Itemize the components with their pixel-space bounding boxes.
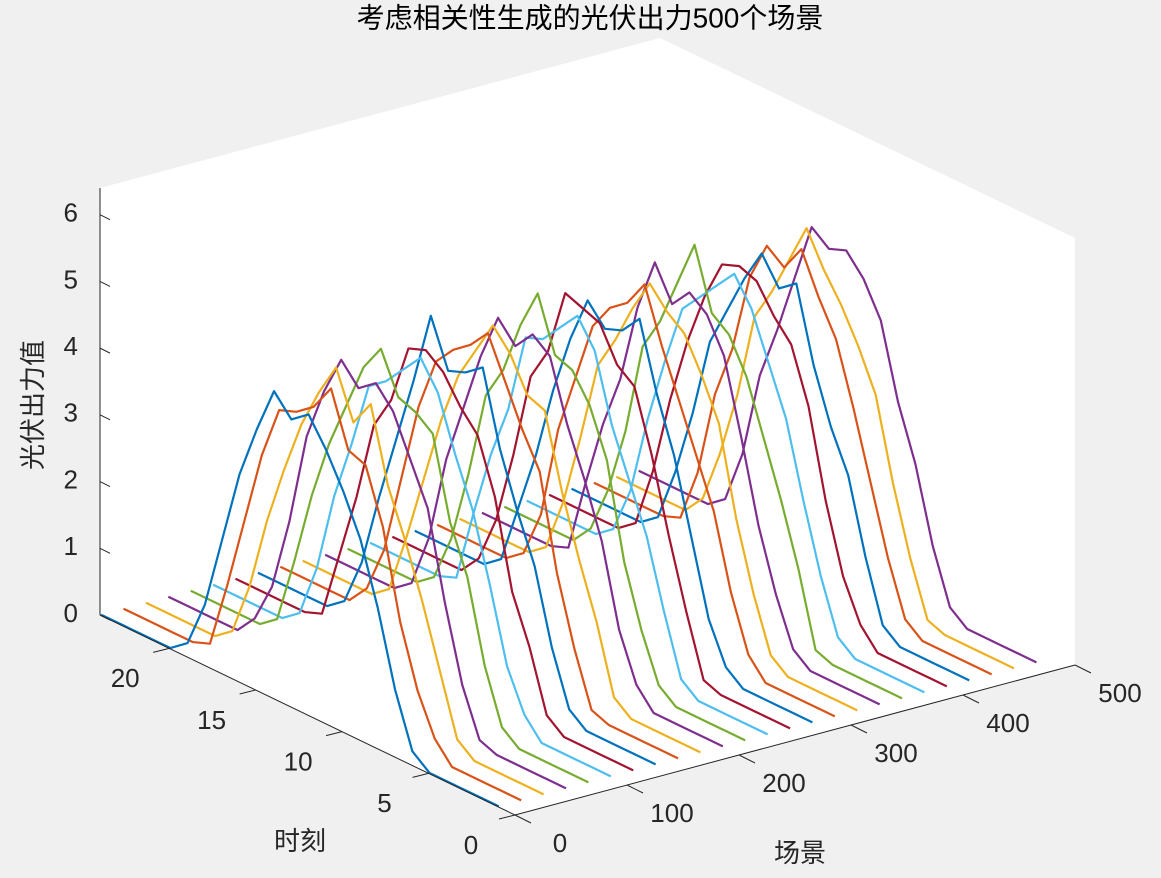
y-tick	[412, 772, 429, 778]
z-tick	[99, 280, 111, 287]
y-tick	[498, 814, 516, 820]
x-tick-label: 0	[553, 828, 567, 858]
z-axis-label: 光伏出力值	[18, 340, 48, 470]
z-tick-label: 0	[64, 598, 78, 628]
scenario-line	[526, 272, 925, 694]
y-tick-label: 20	[111, 663, 140, 693]
y-axis-label: 时刻	[274, 826, 326, 856]
z-tick-label: 5	[64, 264, 78, 294]
y-tick-label: 15	[197, 705, 226, 735]
scenario-line	[100, 390, 500, 808]
scenario-line	[235, 347, 634, 772]
scenario-line	[593, 244, 993, 676]
z-tick-label: 2	[64, 464, 78, 494]
x-tick-label: 400	[986, 708, 1029, 738]
scenario-line	[638, 226, 1037, 664]
z-tick	[99, 347, 111, 354]
x-tick-label: 500	[1098, 678, 1141, 708]
y-tick-label: 0	[464, 830, 478, 860]
x-tick	[962, 694, 980, 704]
z-tick	[99, 614, 111, 621]
scenario-line	[212, 356, 612, 778]
z-tick-label: 3	[64, 398, 78, 428]
x-tick	[626, 784, 644, 794]
x-tick-label: 300	[874, 738, 917, 768]
z-tick	[99, 481, 111, 488]
scenario-line	[190, 347, 589, 784]
scenario-line	[324, 316, 724, 748]
y-tick-label: 5	[377, 788, 391, 818]
chart-title: 考虑相关性生成的光伏出力500个场景	[357, 2, 824, 33]
y-tick	[153, 647, 170, 653]
y-tick	[325, 731, 343, 737]
z-tick-label: 6	[64, 198, 78, 228]
x-axis-label: 场景	[774, 838, 826, 868]
z-tick-label: 4	[64, 331, 78, 361]
x-axis-line	[514, 664, 1076, 816]
scenario-line	[436, 283, 836, 718]
x-tick	[850, 724, 868, 734]
side-pane	[660, 38, 1075, 665]
scenario-line	[571, 252, 970, 682]
x-tick-label: 200	[762, 768, 805, 798]
y-tick	[239, 689, 256, 695]
x-tick	[738, 754, 756, 764]
scenario-line	[347, 292, 746, 742]
x-tick	[514, 814, 532, 824]
scenario-line	[615, 227, 1015, 670]
floor-pane	[100, 465, 1075, 815]
z-tick	[99, 547, 111, 554]
z-tick-label: 1	[64, 531, 78, 561]
scenario-line	[414, 299, 813, 724]
scenario-line	[481, 261, 881, 706]
y-tick-label: 10	[284, 747, 313, 777]
x-tick-label: 100	[650, 798, 693, 828]
z-tick	[99, 214, 111, 221]
x-tick	[1074, 664, 1092, 674]
z-tick	[99, 414, 111, 421]
scenario-line	[302, 324, 701, 754]
scenario-line	[167, 358, 567, 790]
